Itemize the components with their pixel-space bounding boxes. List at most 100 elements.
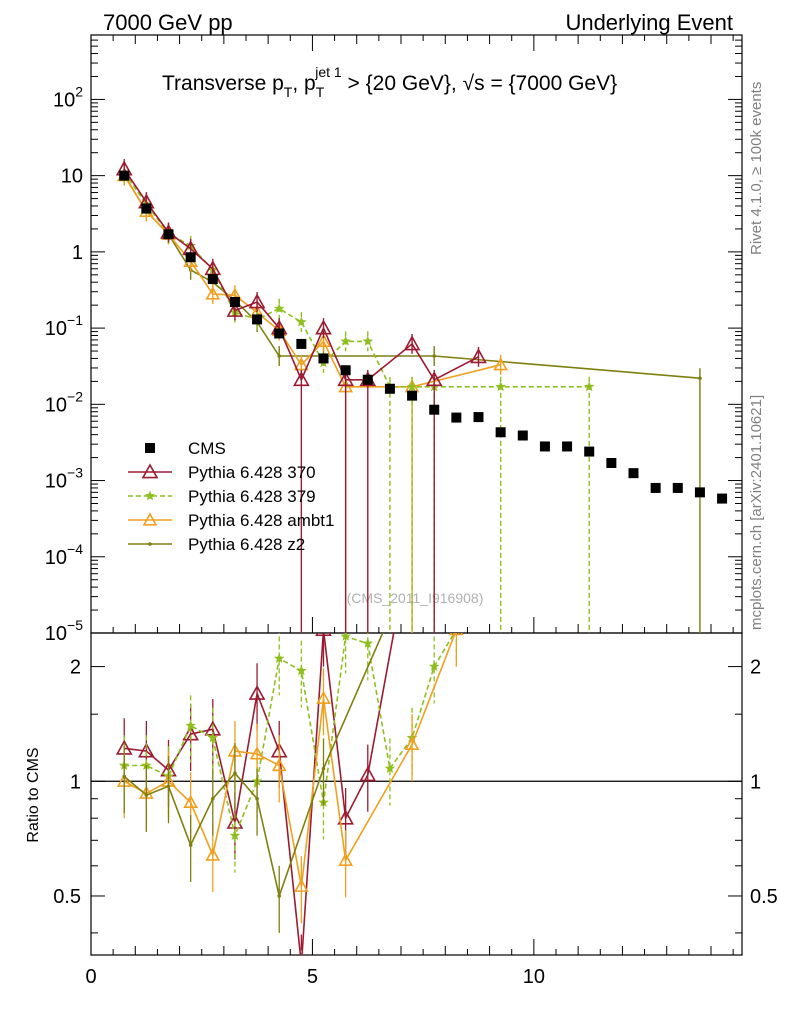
cms-marker	[517, 430, 528, 441]
cms-marker	[451, 412, 462, 423]
dot-marker	[144, 793, 149, 797]
cms-marker	[185, 252, 196, 263]
legend-entry: Pythia 6.428 370	[128, 463, 316, 482]
y-tick-label: 10−1	[45, 312, 83, 340]
cms-marker	[274, 328, 285, 339]
star-marker	[453, 633, 460, 635]
triangle-marker	[403, 335, 421, 351]
star-marker	[144, 490, 156, 501]
cms-marker	[296, 338, 307, 349]
triangle-marker	[293, 357, 309, 371]
ratio-tick-label: 0.5	[53, 886, 81, 908]
star-marker	[495, 381, 506, 392]
cms-marker	[340, 365, 351, 376]
header-energy: 7000 GeV pp	[103, 10, 233, 35]
dot-marker	[321, 766, 326, 771]
triangle-marker	[404, 736, 420, 750]
legend-entry: Pythia 6.428 ambt1	[128, 511, 334, 530]
ratio-line	[124, 633, 456, 839]
ratio-tick-label-right: 1	[750, 771, 761, 793]
triangle-marker	[249, 746, 265, 760]
star-marker	[406, 381, 418, 392]
y-tick-label: 10	[61, 166, 83, 188]
cms-marker	[207, 274, 218, 285]
cms-marker	[119, 170, 130, 181]
dot-marker	[122, 774, 127, 779]
triangle-marker	[205, 847, 221, 861]
dot-marker	[148, 542, 152, 546]
triangle-marker	[248, 293, 266, 309]
ratio-series-group	[115, 633, 464, 955]
ratio-plot-frame	[90, 632, 743, 956]
title-suffix: = {7000 GeV}	[490, 72, 617, 95]
star-marker	[296, 665, 307, 676]
ratio-line	[123, 633, 384, 899]
cms-marker	[562, 441, 573, 452]
triangle-marker	[293, 878, 309, 892]
cms-marker	[717, 493, 728, 504]
x-tick-label: 0	[85, 966, 96, 988]
triangle-marker	[226, 301, 244, 317]
triangle-marker	[316, 690, 331, 705]
legend-label: CMS	[188, 439, 226, 458]
plot-title: Transverse pT, pTjet 1 > {20 GeV}, √s = …	[162, 64, 617, 100]
cms-marker	[141, 203, 152, 214]
dot-marker	[432, 354, 437, 358]
cms-marker	[694, 487, 705, 498]
triangle-marker	[337, 371, 355, 387]
legend-label: Pythia 6.428 ambt1	[188, 511, 334, 530]
triangle-marker	[316, 333, 331, 347]
dot-marker	[188, 843, 193, 847]
legend-label: Pythia 6.428 379	[188, 487, 316, 506]
y-tick-label: 10−5	[45, 617, 83, 645]
title-prefix: Transverse p	[162, 72, 284, 95]
star-marker	[429, 661, 440, 671]
y-tick-label: 102	[53, 83, 83, 111]
triangle-marker	[226, 813, 244, 829]
triangle-marker	[315, 319, 332, 335]
triangle-marker	[183, 794, 199, 809]
triangle-marker	[142, 512, 158, 526]
triangle-marker	[337, 809, 355, 825]
triangle-marker	[448, 633, 464, 636]
dot-marker	[166, 784, 171, 789]
triangle-marker	[470, 348, 487, 364]
legend-entry: Pythia 6.428 379	[128, 487, 316, 506]
legend: CMS Pythia 6.428 370 Pythia 6.428 379 Pythi…	[128, 439, 334, 554]
triangle-marker	[493, 357, 509, 371]
triangle-marker	[205, 286, 221, 300]
star-marker	[362, 335, 373, 346]
star-marker	[274, 303, 285, 314]
triangle-marker	[425, 371, 443, 387]
star-marker	[384, 763, 396, 773]
ratio-pythia-6-428-z2	[122, 633, 384, 933]
ratio-y-label: Ratio to CMS	[25, 747, 42, 842]
series-pythia-6-428-ambt1	[116, 165, 509, 633]
star-marker	[207, 732, 218, 743]
cms-marker	[145, 443, 155, 453]
legend-label: Pythia 6.428 370	[188, 463, 316, 482]
cms-marker	[473, 412, 484, 423]
x-axis: 0 5 10	[85, 35, 734, 988]
triangle-marker	[141, 463, 159, 479]
triangle-marker	[292, 371, 310, 387]
cms-marker	[229, 296, 240, 307]
x-tick-label: 10	[523, 966, 545, 988]
cms-marker	[384, 383, 395, 394]
triangle-marker	[315, 633, 332, 637]
cms-marker	[495, 427, 506, 438]
ratio-clipped	[115, 633, 464, 955]
mcplots-label: mcplots.cern.ch [arXiv:2401.10621]	[748, 395, 765, 630]
x-tick-label: 5	[307, 966, 318, 988]
legend-entry: Pythia 6.428 z2	[128, 535, 305, 554]
star-marker	[362, 638, 373, 648]
cms-marker	[252, 314, 263, 325]
cms-marker	[429, 404, 440, 415]
triangle-marker	[248, 684, 266, 700]
ratio-tick-label-right: 2	[750, 657, 761, 679]
y-tick-label: 10−4	[45, 541, 83, 569]
cms-marker	[628, 468, 639, 479]
cms-marker	[539, 441, 550, 452]
triangle-marker	[359, 766, 377, 782]
